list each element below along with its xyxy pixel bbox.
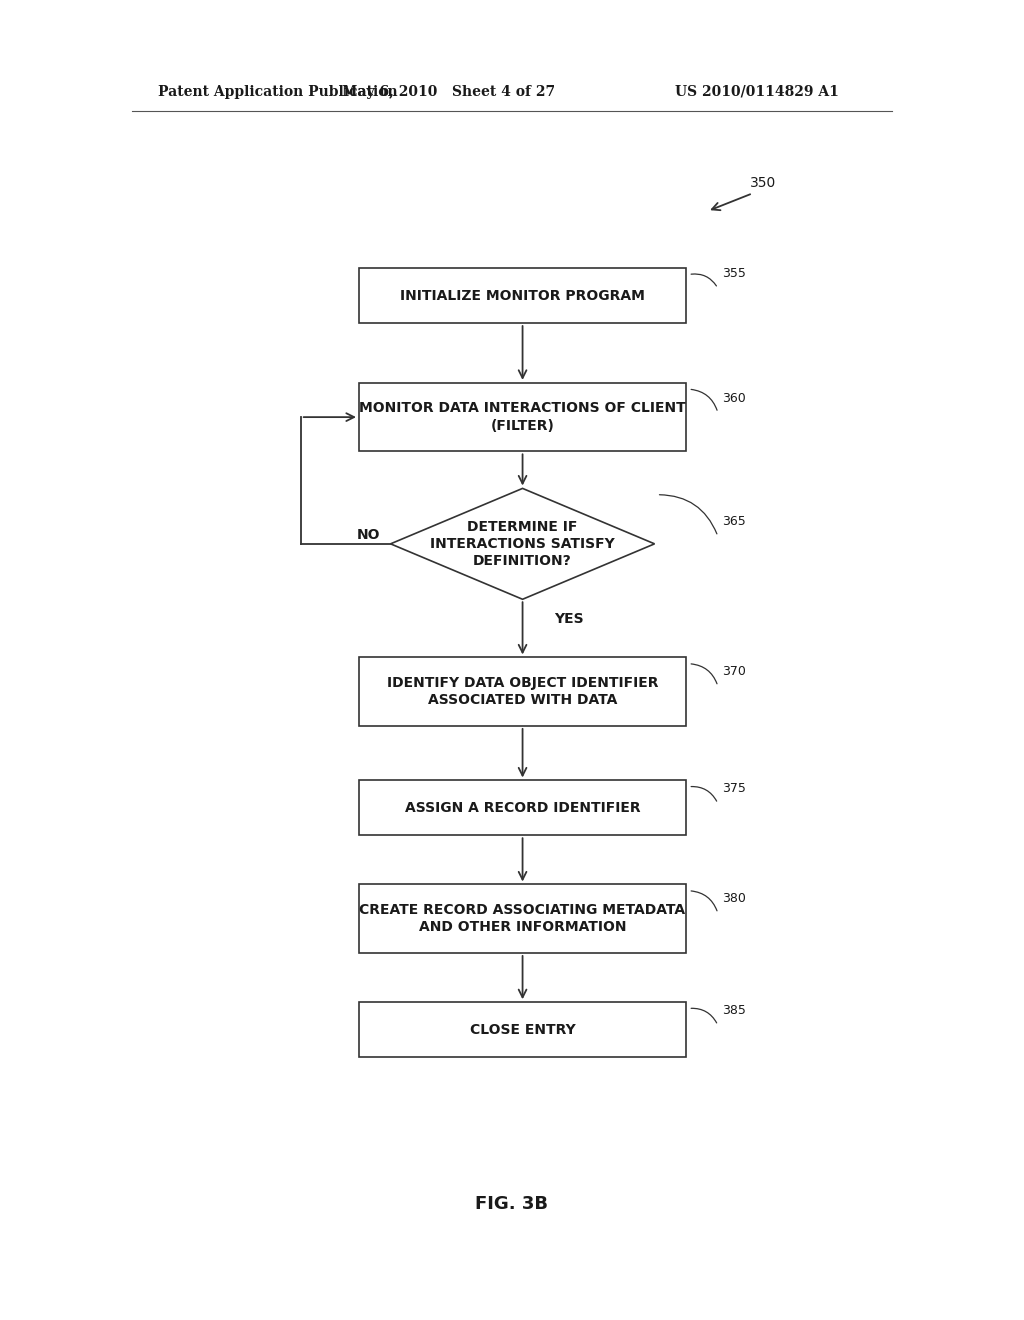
FancyBboxPatch shape (358, 657, 686, 726)
FancyBboxPatch shape (358, 884, 686, 953)
Text: 360: 360 (722, 392, 745, 405)
Text: May 6, 2010   Sheet 4 of 27: May 6, 2010 Sheet 4 of 27 (342, 84, 555, 99)
Text: 380: 380 (722, 892, 746, 906)
Text: MONITOR DATA INTERACTIONS OF CLIENT
(FILTER): MONITOR DATA INTERACTIONS OF CLIENT (FIL… (359, 401, 686, 433)
Text: 350: 350 (750, 176, 776, 190)
Text: 375: 375 (722, 783, 746, 796)
Text: NO: NO (356, 528, 380, 543)
Polygon shape (390, 488, 654, 599)
Text: 370: 370 (722, 665, 746, 678)
Text: ASSIGN A RECORD IDENTIFIER: ASSIGN A RECORD IDENTIFIER (404, 801, 640, 814)
FancyBboxPatch shape (358, 383, 686, 451)
Text: DETERMINE IF
INTERACTIONS SATISFY
DEFINITION?: DETERMINE IF INTERACTIONS SATISFY DEFINI… (430, 520, 615, 568)
Text: 385: 385 (722, 1005, 746, 1018)
FancyBboxPatch shape (358, 1002, 686, 1057)
FancyBboxPatch shape (358, 268, 686, 323)
Text: IDENTIFY DATA OBJECT IDENTIFIER
ASSOCIATED WITH DATA: IDENTIFY DATA OBJECT IDENTIFIER ASSOCIAT… (387, 676, 658, 708)
FancyBboxPatch shape (358, 780, 686, 836)
Text: INITIALIZE MONITOR PROGRAM: INITIALIZE MONITOR PROGRAM (400, 289, 645, 302)
Text: CLOSE ENTRY: CLOSE ENTRY (470, 1023, 575, 1036)
Text: 365: 365 (722, 515, 745, 528)
Text: YES: YES (554, 612, 584, 626)
Text: Patent Application Publication: Patent Application Publication (159, 84, 398, 99)
Text: 355: 355 (722, 267, 746, 280)
Text: US 2010/0114829 A1: US 2010/0114829 A1 (676, 84, 840, 99)
Text: CREATE RECORD ASSOCIATING METADATA
AND OTHER INFORMATION: CREATE RECORD ASSOCIATING METADATA AND O… (359, 903, 686, 935)
Text: FIG. 3B: FIG. 3B (475, 1195, 549, 1213)
